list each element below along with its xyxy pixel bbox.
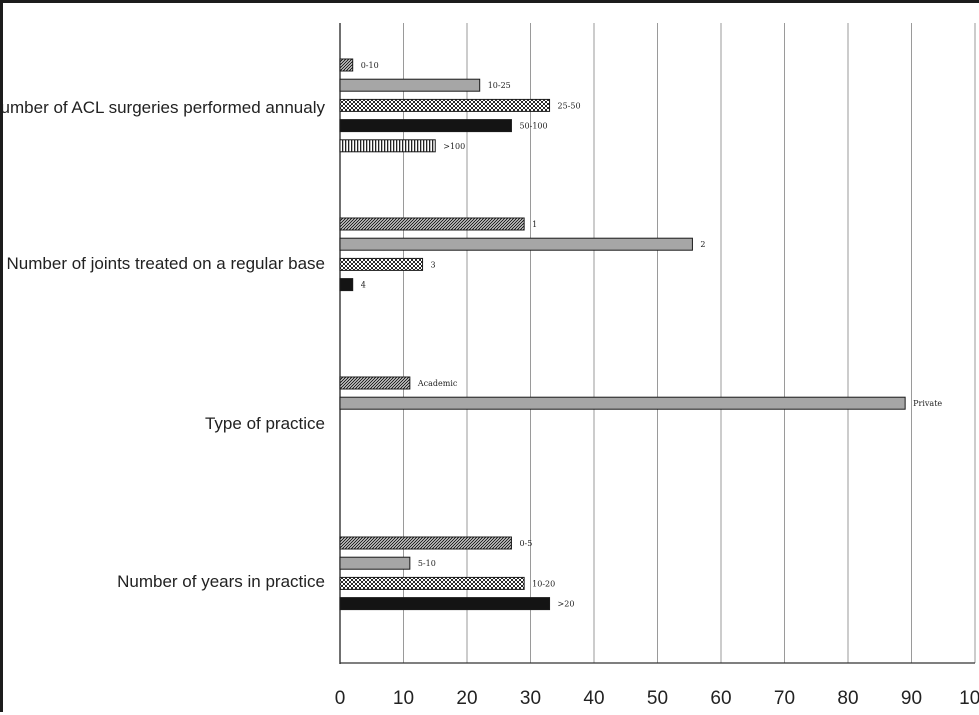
- bar-label-3-3: >20: [558, 600, 575, 609]
- x-tick-label-0: 0: [335, 688, 346, 709]
- x-tick-label-40: 40: [583, 688, 604, 709]
- bar-1-0: [339, 217, 525, 231]
- x-tick-label-100: 100: [959, 688, 979, 709]
- bar-label-0-2: 25-50: [558, 101, 581, 110]
- x-tick-label-60: 60: [710, 688, 731, 709]
- bar-label-0-1: 10-25: [488, 81, 511, 90]
- bar-label-1-2: 3: [431, 260, 436, 269]
- bar-label-0-0: 0-10: [361, 61, 379, 70]
- bar-2-0: [339, 376, 411, 390]
- x-tick-label-30: 30: [520, 688, 541, 709]
- bar-label-1-1: 2: [700, 240, 705, 249]
- bar-0-3: [339, 119, 512, 133]
- bars: 0-10 10-25 25-50 50-100 >100 1 2 3 4 Academic Priv…: [339, 58, 942, 611]
- bar-0-1: [339, 78, 481, 92]
- category-label-1: Number of joints treated on a regular ba…: [7, 254, 325, 273]
- bar-1-3: [339, 278, 354, 292]
- x-tick-label-50: 50: [647, 688, 668, 709]
- bar-label-2-1: Private: [913, 399, 942, 408]
- bar-1-1: [339, 237, 693, 251]
- x-tick-label-90: 90: [901, 688, 922, 709]
- category-label-0: Number of ACL surgeries performed annual…: [3, 98, 325, 117]
- horizontal-bar-chart: 0-10 10-25 25-50 50-100 >100 1 2 3 4 Academic Priv…: [3, 23, 979, 709]
- bar-3-0: [339, 536, 512, 550]
- bar-label-3-1: 5-10: [418, 559, 436, 568]
- bar-2-1: [339, 396, 906, 410]
- bar-label-3-0: 0-5: [519, 539, 532, 548]
- bar-0-0: [339, 58, 354, 72]
- bar-3-2: [339, 576, 525, 590]
- x-tick-labels: 0 10 20 30 40 50 60 70 80 90 100: [335, 688, 979, 709]
- category-labels: Number of ACL surgeries performed annual…: [3, 98, 325, 591]
- bar-label-3-2: 10-20: [532, 579, 555, 588]
- bar-3-1: [339, 556, 411, 570]
- bar-label-2-0: Academic: [417, 379, 458, 388]
- bar-label-1-3: 4: [361, 281, 366, 290]
- bar-label-1-0: 1: [532, 220, 537, 229]
- bar-3-3: [339, 597, 551, 611]
- gridlines: [403, 23, 976, 663]
- bar-label-0-4: >100: [443, 142, 465, 151]
- category-label-3: Number of years in practice: [117, 572, 325, 591]
- category-label-2: Type of practice: [205, 414, 325, 433]
- bar-0-2: [339, 98, 551, 112]
- x-tick-label-80: 80: [837, 688, 858, 709]
- bar-1-2: [339, 257, 424, 271]
- x-tick-label-10: 10: [393, 688, 414, 709]
- x-tick-label-20: 20: [456, 688, 477, 709]
- bar-0-4: [339, 139, 436, 153]
- bar-label-0-3: 50-100: [519, 122, 547, 131]
- x-tick-label-70: 70: [774, 688, 795, 709]
